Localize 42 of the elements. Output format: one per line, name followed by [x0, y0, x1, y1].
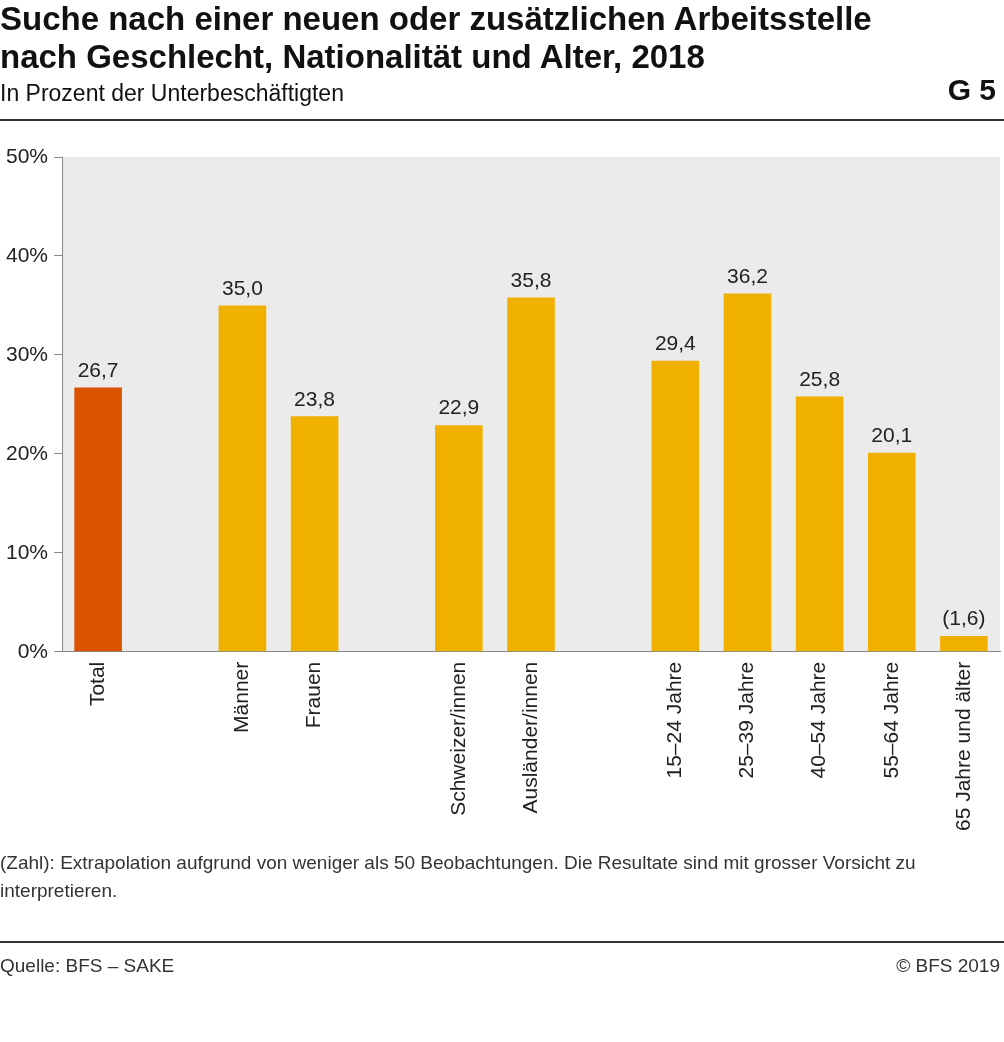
x-tick-label: Total — [84, 661, 108, 707]
bar — [795, 396, 844, 652]
bar — [723, 293, 772, 652]
y-tick-label: 0% — [17, 638, 49, 662]
x-tick-label: 40–54 Jahre — [806, 661, 830, 779]
data-label: 20,1 — [871, 423, 913, 447]
data-label: (1,6) — [942, 606, 986, 630]
x-tick-label: 25–39 Jahre — [734, 661, 758, 779]
x-tick-label: Ausländer/innen — [517, 661, 541, 814]
x-tick-label: Männer — [229, 661, 253, 733]
y-tick-label: 40% — [6, 242, 49, 266]
data-label: 35,8 — [510, 267, 552, 291]
x-tick-label: 55–64 Jahre — [878, 661, 902, 779]
bar — [435, 425, 483, 652]
y-tick-label: 20% — [6, 440, 49, 464]
chart-title: Suche nach einer neuen oder zusätzlichen Arbeitsstelle nach Geschlecht, Nationalität und Alter, 2018 — [0, 0, 873, 76]
data-label: 29,4 — [654, 331, 697, 355]
data-label: 36,2 — [727, 263, 768, 287]
data-label: 25,8 — [799, 366, 841, 390]
data-label: 23,8 — [294, 386, 335, 410]
y-tick-label: 50% — [6, 143, 49, 167]
data-label: 35,0 — [221, 275, 263, 299]
x-tick-label: Schweizer/innen — [445, 661, 469, 816]
text: (Zahl): Extrapolation aufgrund von weniger als 50 Beobachtungen. Die Resultate sind mit grosser Vorsicht zu interpretieren. — [0, 851, 917, 903]
bar — [507, 297, 555, 652]
y-tick-label: 10% — [6, 539, 49, 563]
chart-subtitle: In Prozent der Unterbeschäftigten — [0, 80, 345, 107]
y-tick-label: 30% — [6, 341, 49, 365]
x-tick-label: 65 Jahre und älter — [950, 661, 974, 832]
bar — [940, 635, 988, 652]
text: © BFS 2019 — [896, 955, 1001, 977]
x-tick-label: Frauen — [301, 661, 325, 729]
data-label: 22,9 — [438, 395, 480, 419]
data-label: 26,7 — [77, 357, 119, 381]
bar — [74, 387, 122, 652]
source-note: Quelle: BFS – SAKE — [0, 955, 175, 977]
bar — [651, 360, 700, 652]
bar — [290, 416, 339, 652]
bar — [867, 452, 916, 652]
bar — [218, 305, 267, 652]
x-tick-label: 15–24 Jahre — [662, 661, 686, 779]
text: G 5 — [947, 73, 997, 107]
